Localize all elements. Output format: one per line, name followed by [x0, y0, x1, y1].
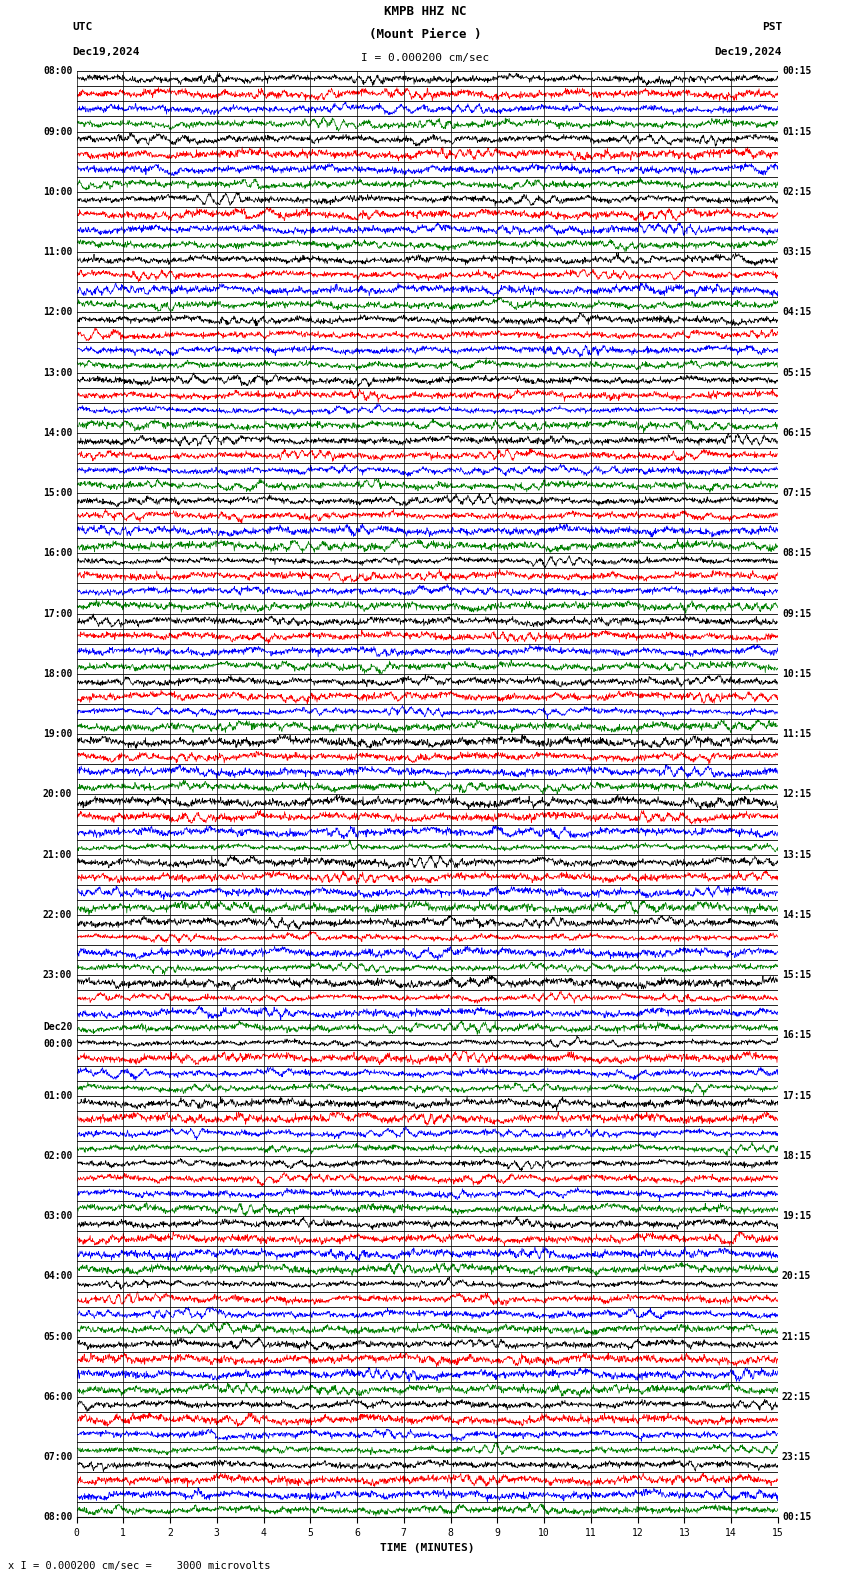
- Text: 06:00: 06:00: [42, 1392, 72, 1402]
- Text: 03:00: 03:00: [42, 1212, 72, 1221]
- Text: 19:15: 19:15: [782, 1212, 812, 1221]
- Text: UTC: UTC: [72, 22, 93, 33]
- Text: 03:15: 03:15: [782, 247, 812, 257]
- Text: 10:15: 10:15: [782, 668, 812, 680]
- Text: 17:00: 17:00: [42, 608, 72, 619]
- Text: 19:00: 19:00: [42, 729, 72, 740]
- Text: (Mount Pierce ): (Mount Pierce ): [369, 27, 481, 41]
- Text: 00:00: 00:00: [42, 1039, 72, 1049]
- Text: 13:15: 13:15: [782, 849, 812, 860]
- Text: 01:15: 01:15: [782, 127, 812, 136]
- Text: 14:00: 14:00: [42, 428, 72, 437]
- Text: Dec19,2024: Dec19,2024: [72, 48, 139, 57]
- Text: KMPB HHZ NC: KMPB HHZ NC: [383, 5, 467, 17]
- Text: 11:15: 11:15: [782, 729, 812, 740]
- Text: 21:00: 21:00: [42, 849, 72, 860]
- Text: 09:00: 09:00: [42, 127, 72, 136]
- Text: 23:00: 23:00: [42, 969, 72, 980]
- Text: 21:15: 21:15: [782, 1332, 812, 1342]
- Text: Dec20: Dec20: [42, 1022, 72, 1033]
- Text: 18:00: 18:00: [42, 668, 72, 680]
- Text: 08:15: 08:15: [782, 548, 812, 558]
- Text: 00:15: 00:15: [782, 1513, 812, 1522]
- Text: 02:15: 02:15: [782, 187, 812, 196]
- Text: PST: PST: [762, 22, 782, 33]
- Text: 05:15: 05:15: [782, 367, 812, 377]
- Text: 16:15: 16:15: [782, 1031, 812, 1041]
- Text: 09:15: 09:15: [782, 608, 812, 619]
- Text: 14:15: 14:15: [782, 909, 812, 920]
- Text: 11:00: 11:00: [42, 247, 72, 257]
- Text: 00:15: 00:15: [782, 67, 812, 76]
- Text: 10:00: 10:00: [42, 187, 72, 196]
- X-axis label: TIME (MINUTES): TIME (MINUTES): [380, 1543, 474, 1554]
- Text: 04:00: 04:00: [42, 1272, 72, 1281]
- Text: I = 0.000200 cm/sec: I = 0.000200 cm/sec: [361, 54, 489, 63]
- Text: 18:15: 18:15: [782, 1152, 812, 1161]
- Text: x I = 0.000200 cm/sec =    3000 microvolts: x I = 0.000200 cm/sec = 3000 microvolts: [8, 1562, 271, 1571]
- Text: 15:00: 15:00: [42, 488, 72, 497]
- Text: 20:15: 20:15: [782, 1272, 812, 1281]
- Text: Dec19,2024: Dec19,2024: [715, 48, 782, 57]
- Text: 16:00: 16:00: [42, 548, 72, 558]
- Text: 22:00: 22:00: [42, 909, 72, 920]
- Text: 08:00: 08:00: [42, 67, 72, 76]
- Text: 17:15: 17:15: [782, 1091, 812, 1101]
- Text: 02:00: 02:00: [42, 1152, 72, 1161]
- Text: 08:00: 08:00: [42, 1513, 72, 1522]
- Text: 20:00: 20:00: [42, 789, 72, 800]
- Text: 04:15: 04:15: [782, 307, 812, 317]
- Text: 22:15: 22:15: [782, 1392, 812, 1402]
- Text: 06:15: 06:15: [782, 428, 812, 437]
- Text: 23:15: 23:15: [782, 1453, 812, 1462]
- Text: 15:15: 15:15: [782, 969, 812, 980]
- Text: 12:15: 12:15: [782, 789, 812, 800]
- Text: 13:00: 13:00: [42, 367, 72, 377]
- Text: 05:00: 05:00: [42, 1332, 72, 1342]
- Text: 07:00: 07:00: [42, 1453, 72, 1462]
- Text: 07:15: 07:15: [782, 488, 812, 497]
- Text: 01:00: 01:00: [42, 1091, 72, 1101]
- Text: 12:00: 12:00: [42, 307, 72, 317]
